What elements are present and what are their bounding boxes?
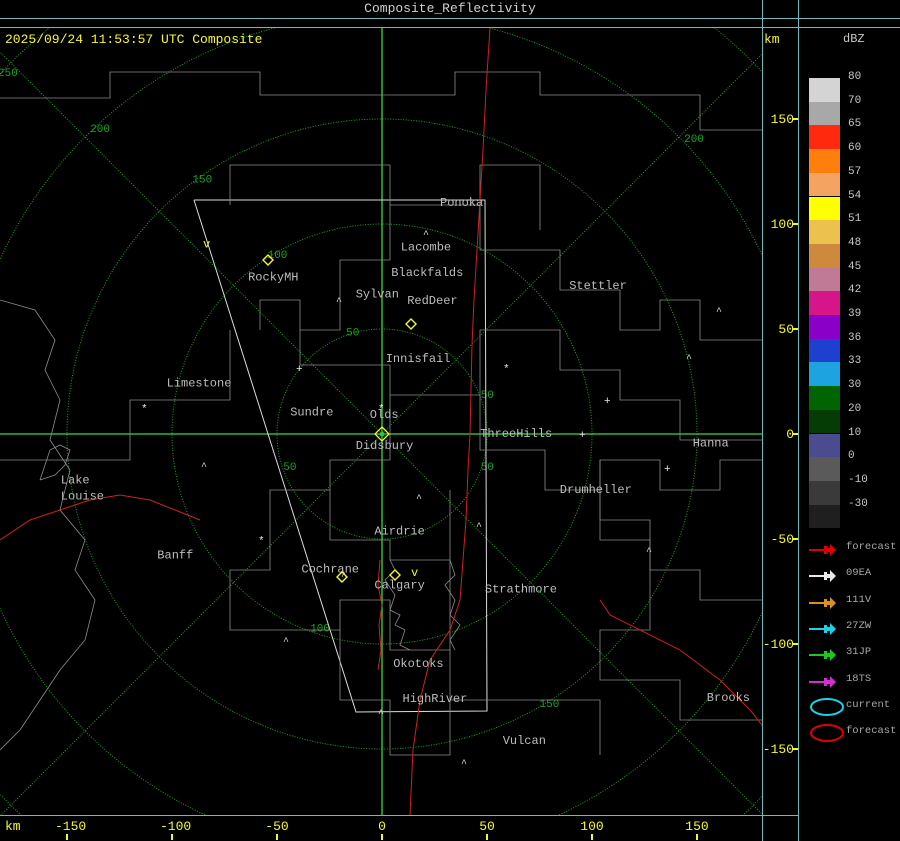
svg-text:Lake: Lake	[61, 474, 90, 488]
svg-text:^: ^	[341, 572, 347, 583]
svg-text:*: *	[503, 364, 510, 376]
svg-text:^: ^	[416, 494, 422, 505]
svg-text:Hanna: Hanna	[693, 436, 729, 450]
svg-text:Calgary: Calgary	[374, 579, 424, 593]
svg-text:^: ^	[646, 547, 652, 558]
svg-text:^: ^	[476, 522, 482, 533]
svg-text:Banff: Banff	[157, 549, 193, 563]
svg-text:RedDeer: RedDeer	[407, 294, 457, 308]
svg-text:50: 50	[346, 327, 359, 339]
svg-text:^: ^	[686, 354, 692, 365]
svg-text:200: 200	[90, 124, 110, 136]
svg-text:Lacombe: Lacombe	[401, 241, 451, 255]
svg-text:Sylvan: Sylvan	[356, 288, 399, 302]
svg-text:+: +	[604, 396, 611, 408]
svg-text:100: 100	[310, 623, 330, 635]
svg-text:^: ^	[283, 637, 289, 648]
svg-text:Blackfalds: Blackfalds	[391, 266, 463, 280]
svg-text:*: *	[378, 404, 385, 416]
svg-text:^: ^	[423, 230, 429, 241]
svg-text:Limestone: Limestone	[167, 376, 232, 390]
svg-text:Stettler: Stettler	[569, 279, 627, 293]
svg-text:^: ^	[461, 759, 467, 770]
svg-text:+: +	[296, 364, 303, 376]
svg-text:50: 50	[481, 462, 494, 474]
svg-text:+: +	[664, 464, 671, 476]
svg-text:Okotoks: Okotoks	[393, 657, 443, 671]
svg-text:v: v	[203, 238, 210, 252]
svg-text:200: 200	[684, 134, 704, 146]
svg-text:Didsbury: Didsbury	[356, 439, 414, 453]
svg-text:^: ^	[336, 297, 342, 308]
svg-text:50: 50	[481, 390, 494, 402]
svg-text:Drumheller: Drumheller	[560, 483, 632, 497]
svg-text:v: v	[411, 566, 418, 580]
svg-text:Sundre: Sundre	[290, 405, 333, 419]
svg-text:+: +	[579, 430, 586, 442]
svg-text:150: 150	[192, 174, 212, 186]
svg-text:Airdrie: Airdrie	[374, 524, 424, 538]
svg-text:150: 150	[540, 699, 560, 711]
svg-text:RockyMH: RockyMH	[248, 271, 298, 285]
svg-text:*: *	[141, 404, 148, 416]
svg-text:Cochrane: Cochrane	[301, 563, 359, 577]
svg-text:50: 50	[283, 462, 296, 474]
svg-text:^: ^	[716, 307, 722, 318]
svg-text:250: 250	[0, 68, 18, 80]
svg-text:100: 100	[268, 250, 288, 262]
svg-text:Innisfail: Innisfail	[386, 352, 451, 366]
svg-text:Louise: Louise	[61, 490, 104, 504]
svg-text:*: *	[258, 536, 265, 548]
svg-text:HighRiver: HighRiver	[403, 692, 468, 706]
svg-text:Ponoka: Ponoka	[440, 196, 483, 210]
svg-text:Brooks: Brooks	[707, 691, 750, 705]
svg-text:^: ^	[378, 709, 384, 720]
svg-text:Strathmore: Strathmore	[485, 582, 557, 596]
svg-text:Vulcan: Vulcan	[503, 734, 546, 748]
svg-text:^: ^	[201, 462, 207, 473]
svg-text:ThreeHills: ThreeHills	[480, 427, 552, 441]
